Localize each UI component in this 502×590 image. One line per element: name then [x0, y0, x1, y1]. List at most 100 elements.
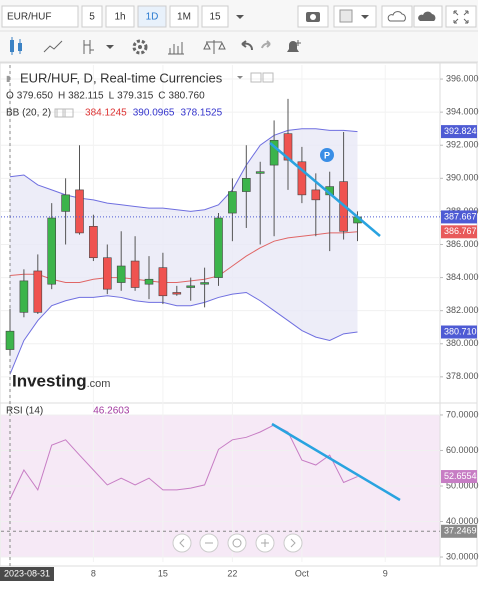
navigation-buttons — [172, 533, 303, 553]
interval-label: 1D — [146, 12, 159, 23]
candle-body — [75, 189, 84, 234]
brand-suffix: .com — [87, 378, 111, 390]
axis-tag-label: 392.824 — [444, 126, 477, 136]
axis-tag-label: 387.667 — [444, 211, 477, 221]
draw-tool-button[interactable] — [83, 40, 114, 54]
axis-tag-label: 37.2469 — [444, 526, 477, 536]
interval-dropdown[interactable] — [236, 15, 244, 19]
candle-body — [19, 280, 29, 313]
candle-body — [144, 278, 154, 285]
candle-body — [172, 292, 182, 295]
ohlc-key: H — [58, 91, 65, 102]
ohlc-value: 379.650 — [17, 91, 54, 102]
rsi-value: 46.2603 — [93, 406, 130, 417]
legend-icon — [64, 108, 74, 118]
interval-label: 1h — [114, 12, 125, 23]
x-tick-label: Oct — [295, 568, 310, 578]
candle-body — [61, 194, 70, 212]
bb-value: 384.1245 — [85, 108, 127, 119]
candle-body — [158, 267, 168, 297]
y-tick-label: 392.000 — [446, 140, 479, 150]
candle-body — [283, 133, 293, 161]
candle-body — [33, 270, 43, 313]
ohlc-key: C — [158, 91, 165, 102]
bb-legend: BB (20, 2) 384.1245 390.0965 378.1525 — [6, 108, 223, 119]
chart-type-button[interactable] — [10, 37, 22, 55]
interval-label: 15 — [209, 12, 221, 23]
interval-button[interactable] — [137, 5, 167, 28]
y-tick-label: 380.000 — [446, 338, 479, 348]
scroll-right[interactable] — [283, 533, 303, 553]
reset[interactable] — [227, 533, 247, 553]
candle-body — [89, 225, 98, 259]
axis-tag-label: 52.6554 — [444, 471, 477, 481]
undo-button[interactable] — [241, 40, 253, 51]
interval-label: 5 — [89, 12, 95, 23]
interval-label: 1M — [177, 12, 191, 23]
candle-body — [116, 265, 126, 283]
brand-name: Investing — [12, 371, 87, 390]
candle-body — [47, 217, 57, 285]
title-dropdown[interactable] — [237, 72, 274, 83]
x-tick-label: 22 — [227, 568, 237, 578]
candle-body — [200, 282, 209, 285]
line-tool-button[interactable] — [43, 40, 63, 53]
settings-button[interactable] — [132, 39, 148, 55]
interval-button[interactable] — [169, 5, 199, 28]
candle-body — [103, 257, 112, 290]
interval-button[interactable] — [201, 5, 229, 28]
ohlc-key: O — [6, 91, 14, 102]
interval-button[interactable] — [105, 5, 135, 28]
zoom-out[interactable] — [199, 533, 219, 553]
axis-tag — [441, 125, 477, 139]
brand-logo: Investing .com — [12, 371, 110, 390]
y-tick-label: 384.000 — [446, 272, 479, 282]
axis-tag — [441, 524, 477, 538]
zoom-in[interactable] — [255, 533, 275, 553]
x-tick-label: 8 — [91, 568, 96, 578]
style-button[interactable] — [333, 5, 377, 28]
cloud-save-button[interactable] — [381, 5, 413, 28]
bollinger-line — [9, 291, 358, 375]
y-tick-label: 396.000 — [446, 73, 479, 83]
rsi-line — [9, 424, 358, 500]
ohlc-legend: O 379.650 H 382.115 L 379.315 C 380.760 — [6, 91, 205, 102]
crosshair-date-box — [0, 567, 54, 581]
fullscreen-button[interactable] — [445, 5, 477, 28]
rsi-label: RSI (14) — [6, 406, 43, 417]
y-tick-label: 50.0000 — [446, 480, 479, 490]
y-tick-label: 378.000 — [446, 371, 479, 381]
indicators-button[interactable] — [168, 42, 184, 55]
alert-button[interactable] — [287, 40, 301, 52]
cloud-load-button[interactable] — [413, 5, 443, 28]
ohlc-value: 380.760 — [169, 91, 206, 102]
bb-value: 378.1525 — [180, 108, 222, 119]
trend-line — [271, 422, 401, 502]
axis-tag-label: 380.710 — [444, 326, 477, 336]
candle-body — [130, 260, 140, 288]
bollinger-line — [9, 231, 358, 284]
screenshot-button[interactable] — [297, 5, 329, 28]
scroll-left[interactable] — [172, 533, 192, 553]
redo-button[interactable] — [261, 40, 271, 49]
x-tick-label: 9 — [383, 568, 388, 578]
symbol-input[interactable] — [1, 5, 79, 28]
plot-layer: 396.000394.000392.000390.000388.000386.0… — [0, 63, 479, 581]
ohlc-value: 382.115 — [68, 91, 104, 102]
rsi-legend: RSI (14) 46.2603 — [6, 406, 130, 417]
interval-buttons: 5 1h 1D 1M 15 — [81, 5, 229, 28]
trend-line — [269, 142, 381, 237]
alert-marker[interactable]: P — [320, 148, 334, 162]
candle-body — [228, 191, 237, 214]
bb-value: 390.0965 — [133, 108, 175, 119]
candle-body — [214, 217, 223, 278]
axis-tag — [441, 225, 477, 239]
axis-tag-label: 386.767 — [444, 226, 477, 236]
candle-body — [186, 285, 195, 288]
y-tick-label: 386.000 — [446, 239, 479, 249]
interval-button[interactable] — [81, 5, 103, 28]
band-fill — [10, 128, 358, 375]
compare-button[interactable] — [203, 40, 226, 54]
y-tick-label: 40.0000 — [446, 516, 479, 526]
